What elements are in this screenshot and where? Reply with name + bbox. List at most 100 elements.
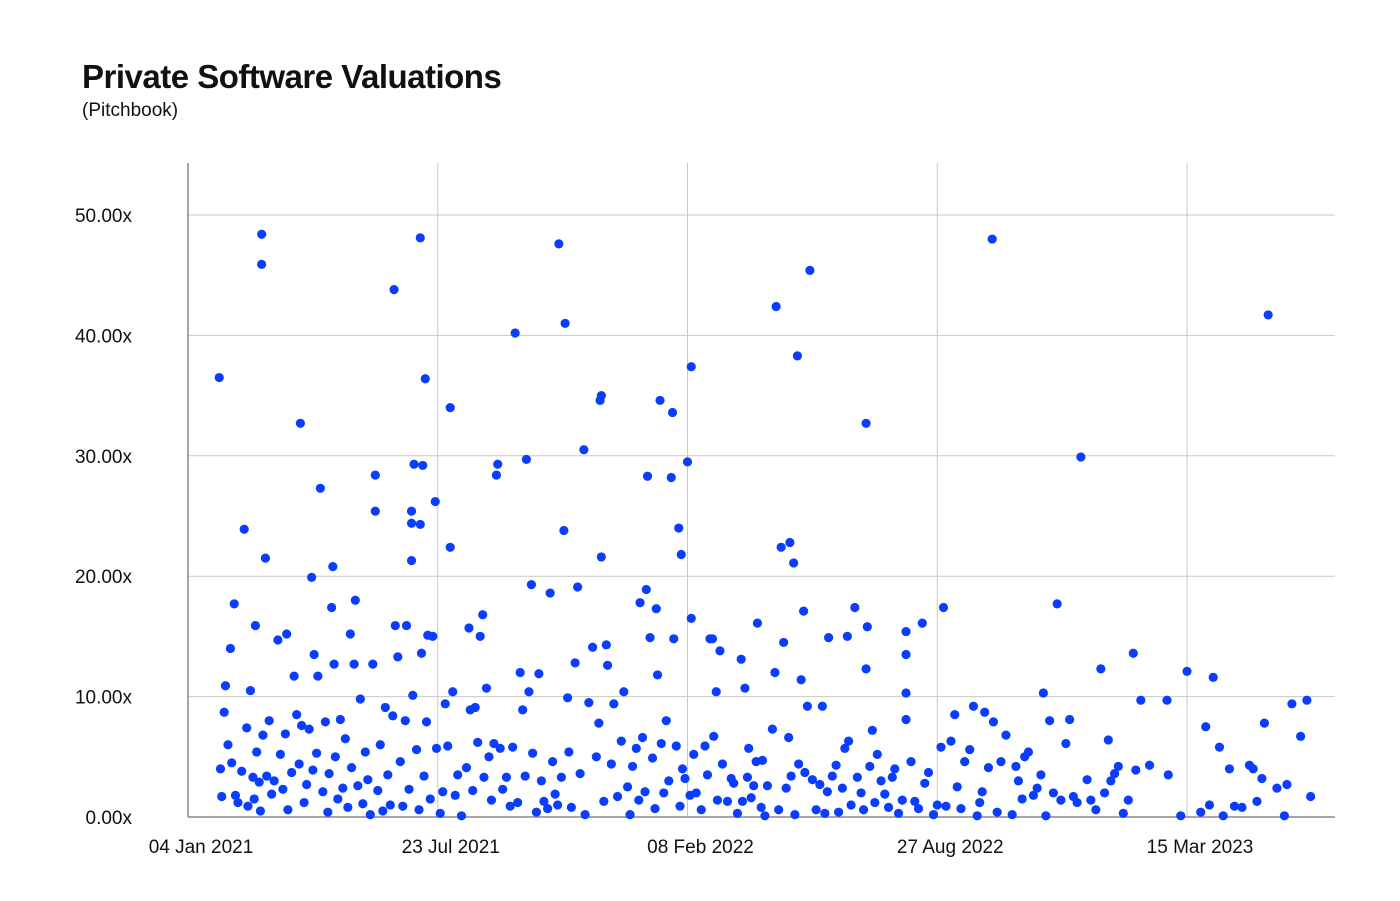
data-point xyxy=(837,783,847,793)
y-tick-label: 30.00x xyxy=(75,447,133,468)
data-point xyxy=(220,681,231,691)
data-point xyxy=(283,805,293,815)
data-point xyxy=(501,772,512,782)
data-point xyxy=(1163,770,1173,780)
data-point xyxy=(335,714,345,725)
data-point xyxy=(421,717,432,727)
data-point xyxy=(746,793,756,803)
gridlines xyxy=(188,163,1335,817)
data-point xyxy=(1011,761,1021,772)
data-point xyxy=(983,763,994,773)
data-point xyxy=(1176,811,1186,821)
data-point xyxy=(573,582,583,592)
data-point xyxy=(634,795,644,805)
data-point xyxy=(842,631,852,642)
data-point xyxy=(453,770,463,780)
data-point xyxy=(393,652,403,662)
data-point xyxy=(640,787,650,797)
data-point xyxy=(711,687,721,697)
data-point xyxy=(543,803,553,814)
data-point xyxy=(1036,770,1046,780)
data-point xyxy=(548,757,558,767)
data-point xyxy=(822,787,832,797)
data-point xyxy=(368,659,378,669)
data-point xyxy=(975,797,985,808)
data-point xyxy=(553,800,563,810)
data-point xyxy=(682,457,693,467)
data-point xyxy=(779,637,789,648)
data-point xyxy=(767,724,778,734)
data-point xyxy=(431,743,442,753)
data-point xyxy=(872,749,882,759)
data-point xyxy=(215,764,226,774)
data-point xyxy=(1252,796,1262,806)
data-point xyxy=(329,659,339,669)
data-point xyxy=(420,374,430,384)
data-point xyxy=(923,767,934,778)
data-point xyxy=(495,743,505,753)
data-point xyxy=(850,602,860,613)
data-point xyxy=(1038,688,1048,698)
data-point xyxy=(901,649,911,660)
data-point xyxy=(960,757,970,767)
data-point xyxy=(350,595,360,605)
data-point xyxy=(807,775,817,785)
data-point xyxy=(744,743,754,753)
data-point xyxy=(717,759,728,769)
data-point xyxy=(760,811,770,821)
data-point xyxy=(360,747,370,757)
data-point xyxy=(550,789,560,799)
data-point xyxy=(330,752,340,762)
data-point xyxy=(677,764,688,774)
data-point xyxy=(722,796,733,806)
data-point xyxy=(1182,666,1192,676)
data-point xyxy=(802,701,812,711)
axes xyxy=(187,163,1335,818)
data-point xyxy=(333,794,343,804)
data-point xyxy=(297,720,307,731)
data-point xyxy=(977,787,987,797)
data-point xyxy=(625,809,635,820)
data-point xyxy=(794,759,804,769)
data-point xyxy=(1248,764,1258,774)
data-point xyxy=(456,811,467,821)
data-point xyxy=(856,788,866,798)
data-point xyxy=(737,796,748,806)
data-point xyxy=(756,802,766,812)
data-point xyxy=(941,801,951,811)
data-point xyxy=(1218,811,1228,821)
data-point xyxy=(1001,730,1011,740)
data-point xyxy=(956,803,966,814)
data-point xyxy=(520,771,530,781)
data-point xyxy=(781,783,791,793)
data-point xyxy=(237,766,247,776)
data-point xyxy=(481,683,492,693)
data-point xyxy=(513,797,523,808)
data-point xyxy=(689,749,699,759)
data-point xyxy=(324,769,334,779)
data-point xyxy=(987,234,997,244)
data-point xyxy=(594,718,604,728)
data-point xyxy=(230,790,241,800)
data-point xyxy=(343,802,353,812)
data-point xyxy=(505,801,515,811)
data-point xyxy=(1279,811,1290,821)
data-point xyxy=(534,669,544,679)
data-point xyxy=(545,588,555,598)
data-point xyxy=(560,318,570,328)
x-tick-label: 15 Mar 2023 xyxy=(1147,837,1254,858)
data-point xyxy=(404,784,414,794)
data-point xyxy=(498,784,508,794)
data-points xyxy=(214,229,1316,821)
data-point xyxy=(652,670,663,680)
data-point xyxy=(1113,761,1123,772)
data-point xyxy=(595,395,605,406)
data-point xyxy=(1296,731,1306,741)
data-point xyxy=(390,620,400,631)
data-point xyxy=(340,734,350,744)
data-point xyxy=(299,797,309,808)
x-tick-label: 04 Jan 2021 xyxy=(149,837,254,858)
data-point xyxy=(486,795,497,805)
data-point xyxy=(1136,695,1146,705)
data-point xyxy=(349,659,359,669)
